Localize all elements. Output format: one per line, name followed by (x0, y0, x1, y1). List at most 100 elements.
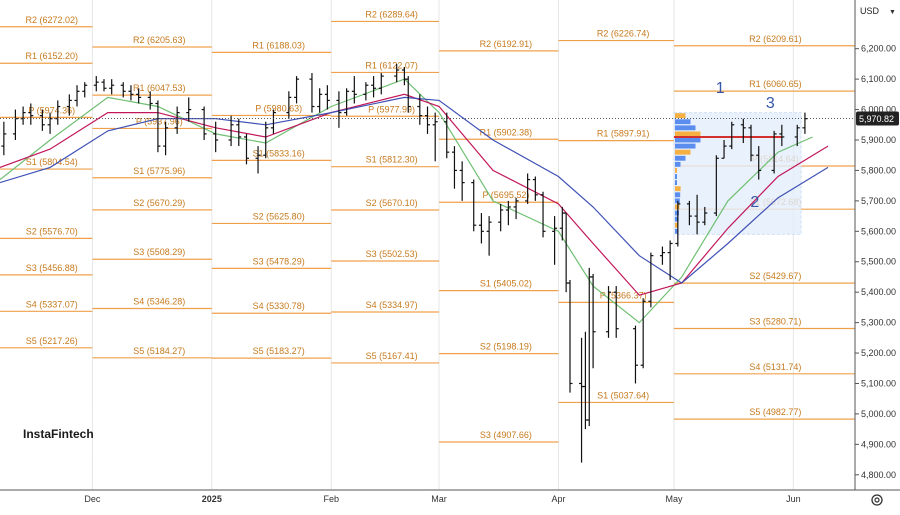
pivot-level-label: R1 (5902.38) (480, 127, 533, 137)
volume-profile-row (674, 222, 679, 228)
pivot-level-label: S2 (5576.70) (26, 226, 78, 236)
price-tick-label: 5,000.00 (861, 409, 896, 419)
pivot-level-label: R2 (6289.64) (365, 9, 418, 19)
price-tick-label: 5,700.00 (861, 196, 896, 206)
volume-profile-row (674, 161, 681, 167)
pivot-level-label: S3 (5456.88) (26, 263, 78, 273)
pivot-level-label: S5 (5184.27) (133, 346, 185, 356)
pivot-level-label: R1 (6188.03) (252, 40, 305, 50)
price-tick-label: 4,900.00 (861, 439, 896, 449)
price-axis[interactable]: 6,200.00 6,100.00 6,000.00 5,900.00 5,800.00… (855, 44, 896, 480)
pivot-level-label: P (5937.96) (136, 116, 183, 126)
pivot-level-label: S4 (5337.07) (26, 299, 78, 309)
volume-profile-row (674, 174, 677, 179)
pivot-level-label: R2 (6209.61) (749, 34, 802, 44)
volume-profile-row (674, 167, 677, 173)
currency-label[interactable]: USD (860, 6, 880, 16)
time-tick-label: Mar (431, 494, 447, 504)
pivot-level-label: S4 (5330.78) (253, 301, 305, 311)
price-tick-label: 5,200.00 (861, 348, 896, 358)
volume-profile-row (674, 125, 696, 131)
pivot-level-label: S3 (5478.29) (253, 256, 305, 266)
pivot-level-label: R2 (6226.74) (597, 29, 650, 39)
volume-profile-row (674, 204, 680, 210)
pivot-level-label: R1 (6047.53) (133, 83, 186, 93)
moving-average-line (0, 78, 813, 324)
pivot-level-label: P (5977.99) (368, 104, 415, 114)
price-tick-label: 5,100.00 (861, 378, 896, 388)
wave-annotation: 3 (766, 95, 775, 112)
time-tick-label: Jun (786, 494, 801, 504)
volume-profile-row (674, 155, 686, 161)
price-tick-label: 6,200.00 (861, 44, 896, 54)
volume-profile-row (674, 180, 677, 186)
pivot-level-label: P (5366.37) (600, 290, 647, 300)
last-price: 5,970.82 (0, 111, 899, 126)
wave-annotation: 1 (716, 80, 725, 97)
pivot-level-label: S1 (5037.64) (597, 390, 649, 400)
volume-profile-row (674, 131, 701, 137)
price-tick-label: 5,900.00 (861, 135, 896, 145)
pivot-level-label: S5 (5167.41) (366, 351, 418, 361)
pivot-level-label: S2 (5429.67) (749, 271, 801, 281)
last-price-badge (856, 111, 899, 126)
pivot-level-label: S3 (5280.71) (749, 316, 801, 326)
pivot-level-label: S4 (5346.28) (133, 297, 185, 307)
volume-profile-row (674, 119, 691, 125)
volume-profile-row (674, 143, 696, 149)
annotations: 1 3 2 (716, 80, 775, 211)
volume-profile-row (674, 149, 691, 155)
time-tick-label: Apr (551, 494, 565, 504)
price-axis-panel (855, 0, 900, 510)
pivot-level-label: S1 (5812.30) (366, 155, 418, 165)
moving-average-line (0, 93, 829, 296)
time-tick-label: May (665, 494, 683, 504)
volume-profile-row (674, 186, 681, 192)
pivot-level-label: R2 (6205.63) (133, 35, 186, 45)
pivot-level-label: S5 (5217.26) (26, 336, 78, 346)
time-axis[interactable]: Dec 2025 Feb Mar Apr May Jun (84, 494, 800, 504)
volume-profile-row (674, 137, 701, 143)
last-price-label: 5,970.82 (859, 114, 894, 124)
volume-profile-row (674, 216, 679, 222)
grid-layer (91, 0, 794, 490)
pivot-levels: R2 (6272.02) R1 (6152.20) P (5974.36) S1 (5… (0, 9, 855, 443)
pivot-level-label: R2 (6192.91) (480, 39, 533, 49)
pivot-level-label: S3 (5508.29) (133, 247, 185, 257)
pivot-level-label: R1 (6060.65) (749, 79, 802, 89)
pivot-level-label: S1 (5405.02) (480, 279, 532, 289)
pivot-level-label: R1 (6122.07) (365, 60, 418, 70)
price-tick-label: 5,600.00 (861, 226, 896, 236)
chevron-down-icon[interactable]: ▼ (889, 9, 896, 16)
pivot-level-label: S4 (5131.74) (749, 362, 801, 372)
pivot-level-label: S5 (5183.27) (253, 346, 305, 356)
volume-profile-row (674, 113, 686, 119)
pivot-level-label: S1 (5775.96) (133, 166, 185, 176)
volume-profile (673, 112, 802, 235)
pivot-level-label: R1 (5897.91) (597, 129, 650, 139)
pivot-level-label: S2 (5198.19) (480, 342, 532, 352)
pivot-level-label: S1 (5804.54) (26, 157, 78, 167)
moving-average-line (0, 96, 829, 284)
watermark-logo: InstaFintech (23, 427, 94, 441)
price-tick-label: 5,300.00 (861, 318, 896, 328)
wave-annotation: 2 (750, 194, 759, 211)
price-tick-label: 5,500.00 (861, 257, 896, 267)
price-tick-label: 6,000.00 (861, 105, 896, 115)
pivot-level-label: S5 (4982.77) (749, 407, 801, 417)
moving-averages (0, 78, 829, 324)
settings-gear-icon[interactable] (871, 494, 883, 506)
time-tick-label: 2025 (202, 494, 222, 504)
price-tick-label: 6,100.00 (861, 74, 896, 84)
pivot-level-label: S2 (5670.29) (133, 198, 185, 208)
volume-profile-row (674, 228, 678, 234)
currency-selector[interactable]: USD ▼ (860, 6, 896, 16)
price-tick-label: 5,800.00 (861, 165, 896, 175)
pivot-level-label: R1 (6152.20) (25, 51, 78, 61)
volume-profile-row (674, 210, 679, 216)
pivot-level-label: S3 (4907.66) (480, 430, 532, 440)
pivot-level-label: R2 (6272.02) (25, 15, 78, 25)
pivot-level-label: S2 (5625.80) (253, 211, 305, 221)
price-tick-label: 5,400.00 (861, 287, 896, 297)
